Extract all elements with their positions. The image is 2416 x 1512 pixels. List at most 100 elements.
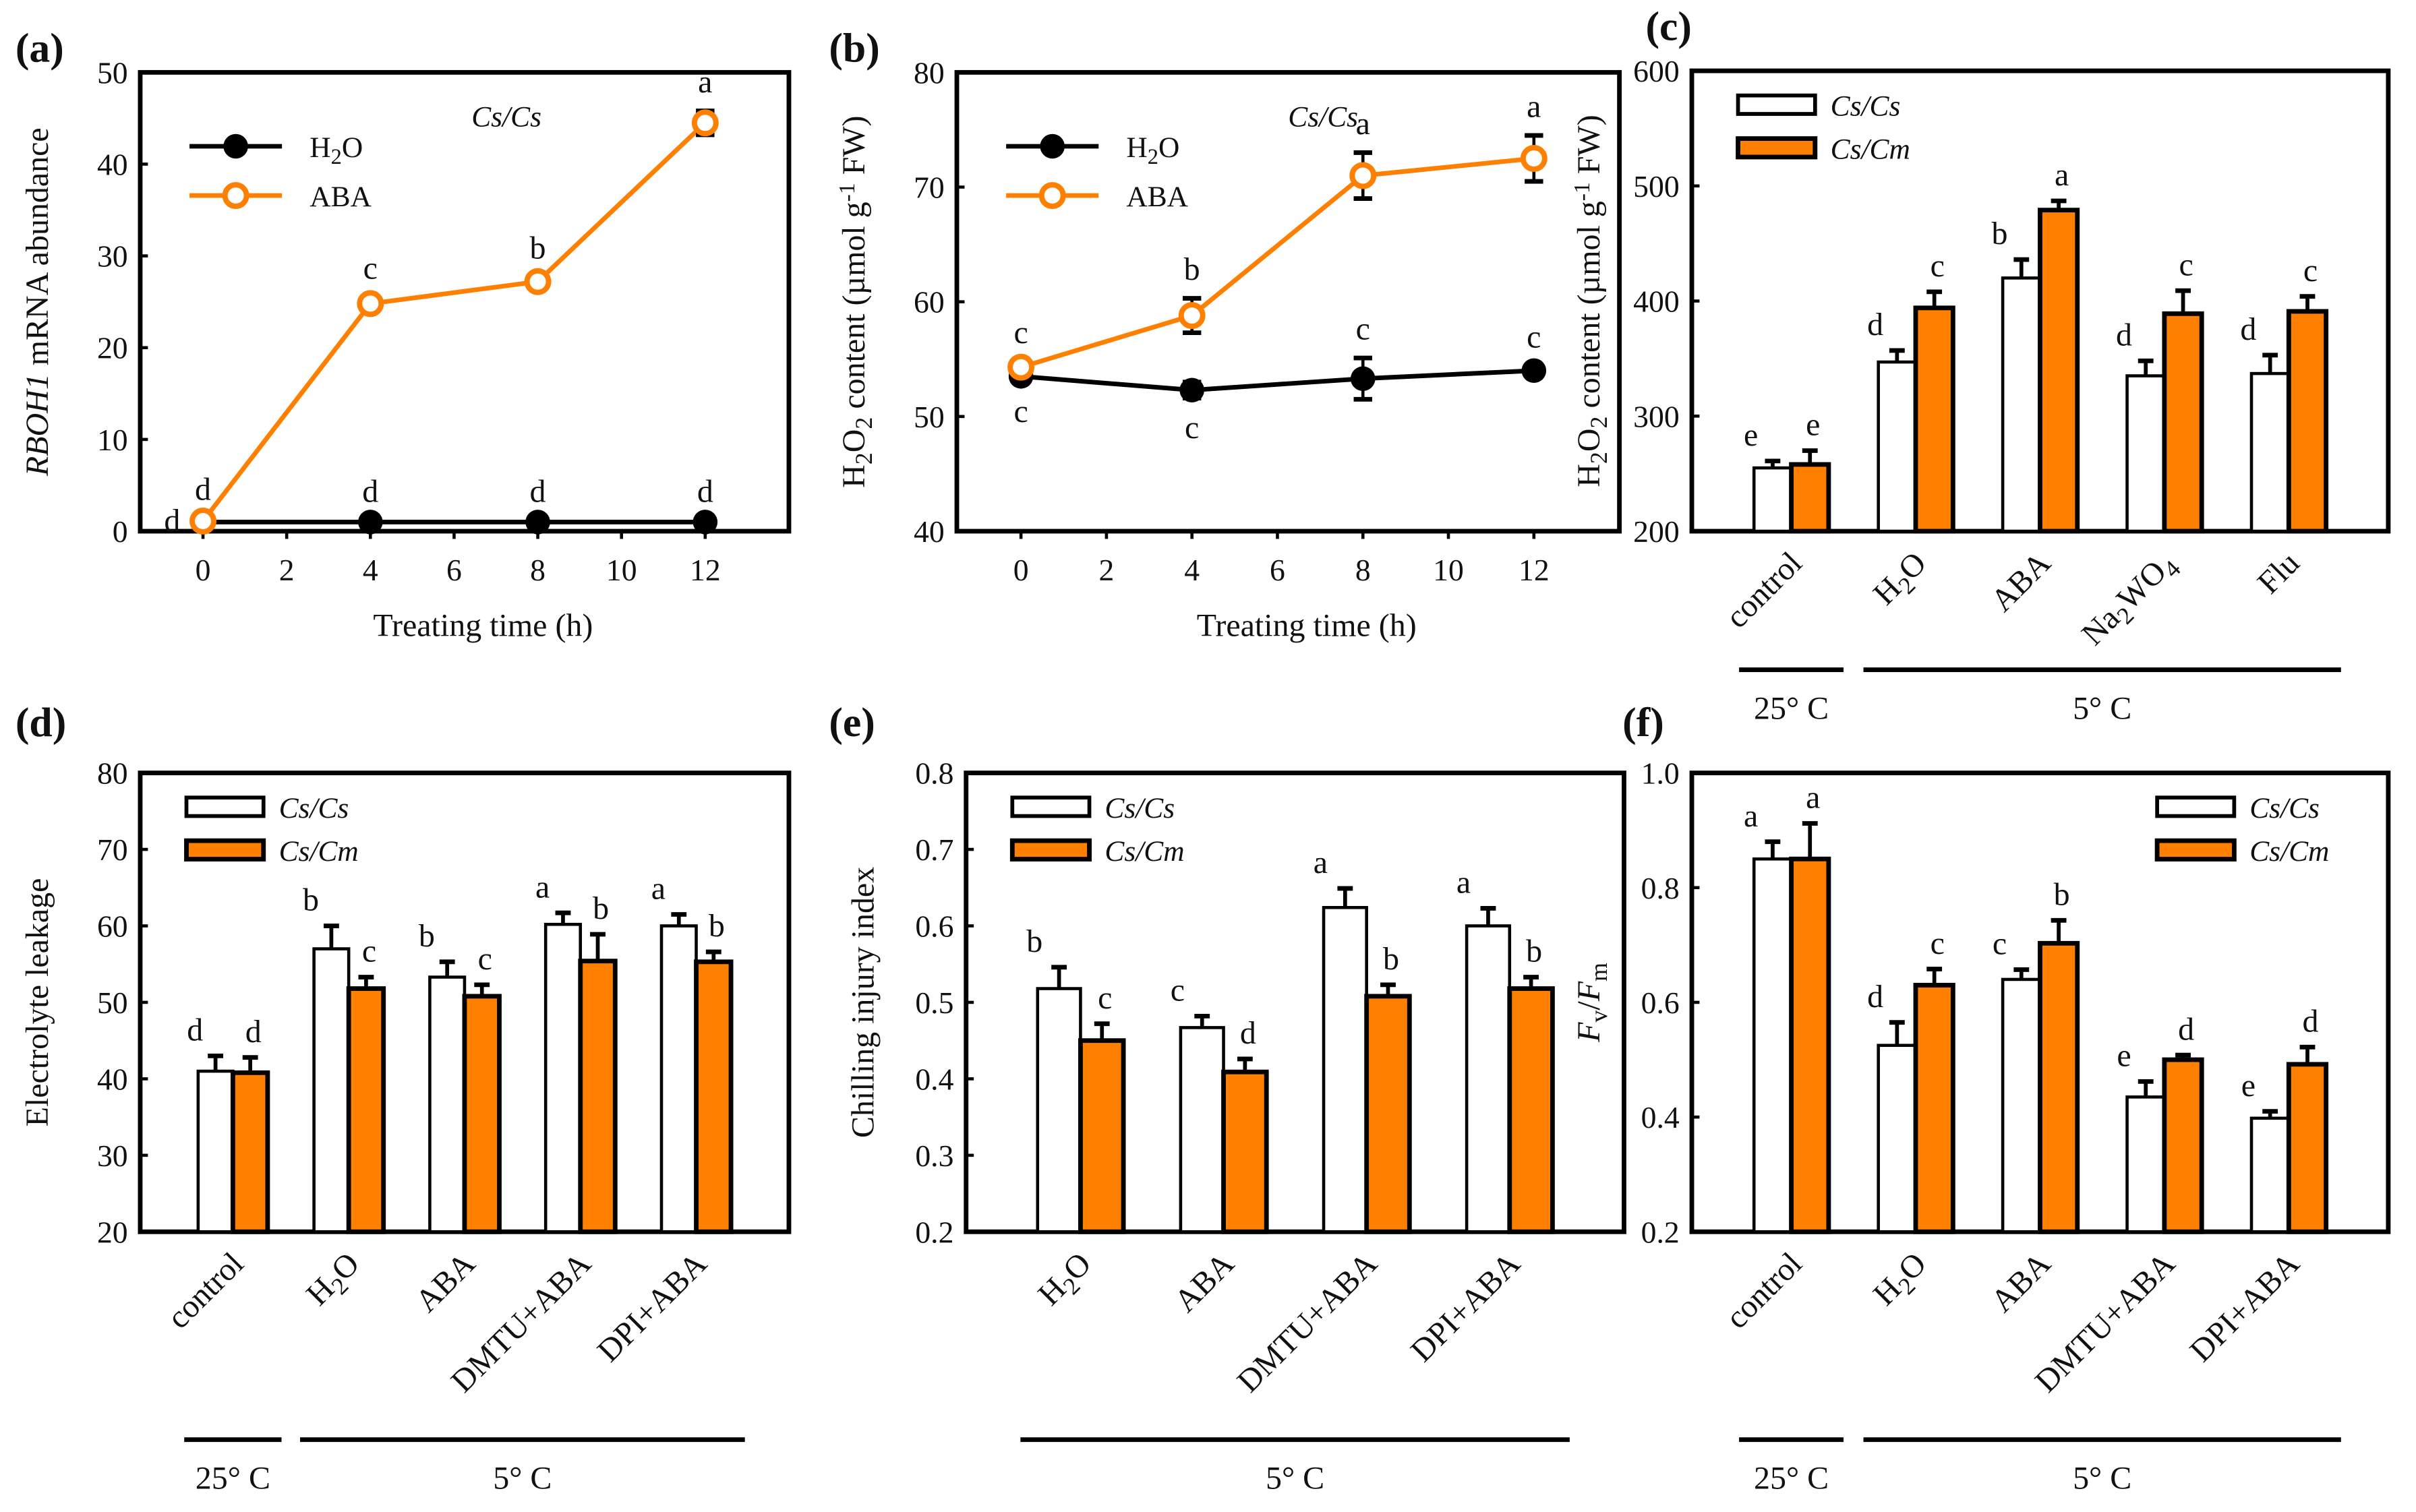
x-tick-label: 4 [1184,553,1200,587]
y-tick-label: 600 [1633,54,1680,88]
genotype-annotation: Cs/Cs [1288,100,1358,133]
panel-label: (e) [829,700,875,746]
y-tick-label: 60 [97,909,128,944]
x-category-label: Na2WO4 [2075,545,2186,656]
y-tick-label: 70 [914,171,945,205]
y-tick-label: 0.7 [915,833,953,867]
panel-f: (f) 0.2 0.4 0.6 0.8 1.0 Fv/Fm Cs/Cs Cs/Cm a a contr… [1571,700,2391,1496]
legend-label: Cs/Cs [1104,792,1175,824]
x-tick-label: 6 [1270,553,1285,587]
x-category-label: ABA [1984,1246,2057,1319]
bar [1877,1044,1918,1234]
data-point [1007,353,1035,381]
significance-letter: e [1806,407,1820,443]
legend-label: H2O [1126,131,1179,169]
data-point [1178,302,1206,330]
group-label: 5° C [2073,691,2131,727]
bar [312,947,351,1234]
series-line-ABA [1020,156,1535,369]
significance-letter: c [1527,320,1541,355]
x-category-label: DPI+ABA [2183,1246,2306,1369]
data-point [189,508,217,535]
bar [2001,977,2042,1234]
data-point [357,290,384,317]
y-tick-label: 200 [1633,514,1680,549]
x-tick-label: 10 [606,553,637,587]
bar [659,924,698,1234]
significance-letter: d [1867,979,1883,1015]
data-point [1350,366,1376,391]
y-tick-label: 60 [914,285,945,320]
panel-e: (e) 0.2 0.3 0.4 0.5 0.6 0.7 0.8 Chilling injury … [829,700,1626,1496]
y-axis-label: H2O2 content (µmol g-1 FW) [1570,115,1612,487]
x-tick-label: 0 [196,553,211,587]
y-tick-label: 40 [914,514,945,549]
y-axis-label: Electrolyte leakage [20,878,55,1127]
bar [2286,309,2329,534]
bar [462,994,502,1234]
x-category-label: H2O [1866,1246,1937,1317]
y-tick-label: 0.5 [915,986,953,1020]
legend-label: Cs/Cm [1104,835,1184,868]
significance-letter: c [2303,253,2318,289]
bar [1322,906,1368,1234]
legend-label: Cs/Cm [2249,835,2329,868]
x-category-label: control [1719,1246,1809,1336]
significance-letter: d [1867,307,1883,342]
y-tick-label: 30 [97,239,128,274]
y-tick-label: 80 [97,756,128,791]
x-category-label: Flu [2251,545,2307,601]
significance-letter: a [1356,106,1370,142]
y-tick-label: 0.2 [1641,1215,1680,1249]
bar [1507,986,1555,1234]
bar [2162,311,2204,534]
data-point [1179,377,1204,402]
panel-label: (c) [1645,3,1691,49]
significance-letter: a [535,869,550,905]
series-line-ABA [201,121,707,523]
bar [230,1070,270,1234]
significance-letter: b [1184,251,1200,287]
significance-letter: c [1931,248,1945,284]
bar [1877,360,1918,533]
x-category-label: DPI+ABA [1404,1246,1527,1369]
bar [2125,1095,2167,1234]
y-tick-label: 50 [97,986,128,1020]
group-label: 25° C [196,1461,270,1496]
x-tick-label: 2 [279,553,295,587]
significance-letter: c [1098,980,1112,1016]
panel-d: (d) 20 30 40 50 60 70 80 Electrolyte leakage Cs/C… [16,700,792,1496]
bar [1752,857,1793,1234]
panel-label: (f) [1622,700,1664,746]
y-tick-label: 70 [97,833,128,867]
plot-frame [138,69,792,534]
y-tick-label: 0 [113,514,128,549]
legend-swatch [1736,136,1818,160]
series-line-H2O [1020,368,1534,393]
significance-letter: c [363,250,378,286]
legend-swatch [184,838,266,861]
significance-letter: d [1240,1015,1256,1051]
group-label: 5° C [2073,1461,2131,1496]
data-point [1520,144,1548,172]
legend-label: Cs/Cm [279,835,359,868]
x-category-label: H2O [299,1246,370,1317]
significance-letter: c [1993,926,2007,962]
y-tick-label: 400 [1633,284,1680,319]
significance-letter: d [697,473,713,509]
data-point [693,510,718,535]
bar [1465,924,1512,1234]
x-tick-label: 8 [1355,553,1371,587]
x-tick-label: 12 [690,553,721,587]
legend-swatch [2155,795,2237,818]
panel-label: (d) [16,700,66,746]
bar [346,986,386,1234]
y-axis-label: Chilling injury index [846,867,881,1138]
y-axis-label: RBOH1 mRNA abundance [20,127,55,477]
significance-letter: c [1013,315,1028,351]
x-category-label: DPI+ABA [591,1246,714,1369]
bar [1789,856,1831,1234]
significance-letter: a [1527,89,1541,125]
y-tick-label: 80 [914,55,945,90]
legend-label: H2O [310,131,363,169]
